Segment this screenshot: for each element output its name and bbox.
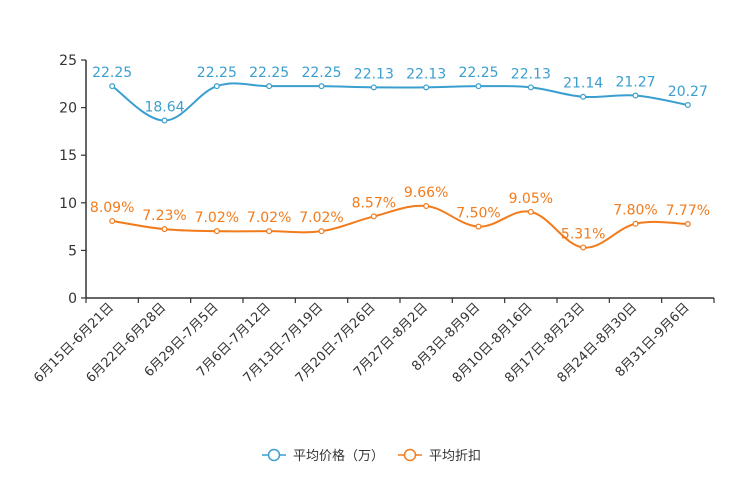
series-0-point-3 xyxy=(266,83,273,90)
series-1-point-11 xyxy=(684,221,691,228)
series-1-data-label-4: 7.02% xyxy=(299,210,343,226)
series-0-point-2 xyxy=(213,83,220,90)
series-0-data-label-4: 22.25 xyxy=(301,65,341,81)
legend-series-1-marker[interactable] xyxy=(403,448,417,462)
y-tick-label-1: 5 xyxy=(68,243,77,259)
y-tick-label-4: 20 xyxy=(59,101,77,117)
series-0-point-0 xyxy=(109,83,116,90)
series-1-point-1 xyxy=(161,226,168,233)
series-1-data-label-1: 7.23% xyxy=(142,208,186,224)
series-0-data-label-8: 22.13 xyxy=(511,66,551,82)
series-1-data-label-9: 5.31% xyxy=(561,226,605,242)
y-tick-label-5: 25 xyxy=(59,53,77,69)
series-0-data-label-0: 22.25 xyxy=(92,65,132,81)
series-1-point-2 xyxy=(213,228,220,235)
series-0-data-label-2: 22.25 xyxy=(197,65,237,81)
series-0-point-11 xyxy=(684,102,691,109)
series-0-point-10 xyxy=(632,92,639,99)
series-1-data-label-2: 7.02% xyxy=(195,210,239,226)
series-0-data-label-9: 21.14 xyxy=(563,76,603,92)
series-0-point-7 xyxy=(475,83,482,90)
y-tick-label-3: 15 xyxy=(59,148,77,164)
series-0-point-1 xyxy=(161,117,168,124)
series-1-data-label-8: 9.05% xyxy=(509,191,553,207)
legend-series-0-marker[interactable] xyxy=(267,448,281,462)
series-1-point-5 xyxy=(370,213,377,220)
series-0-data-label-11: 20.27 xyxy=(668,84,708,100)
legend-series-1-label[interactable]: 平均折扣 xyxy=(429,449,481,464)
series-1-data-label-5: 8.57% xyxy=(352,195,396,211)
series-1-data-label-10: 7.80% xyxy=(613,203,657,219)
series-0-point-9 xyxy=(580,93,587,100)
series-1-data-label-6: 9.66% xyxy=(404,185,448,201)
series-1-data-label-7: 7.50% xyxy=(456,206,500,222)
series-1-point-9 xyxy=(580,244,587,251)
series-0-data-label-6: 22.13 xyxy=(406,66,446,82)
series-0-point-8 xyxy=(527,84,534,91)
series-1-point-3 xyxy=(266,228,273,235)
series-1-point-8 xyxy=(527,208,534,215)
series-0-point-4 xyxy=(318,83,325,90)
series-1-point-4 xyxy=(318,228,325,235)
series-1-point-0 xyxy=(109,217,116,224)
series-0-data-label-10: 21.27 xyxy=(615,75,655,91)
series-0-point-6 xyxy=(423,84,430,91)
series-1-data-label-11: 7.77% xyxy=(666,203,710,219)
series-0-data-label-7: 22.25 xyxy=(458,65,498,81)
series-1-data-label-0: 8.09% xyxy=(90,200,134,216)
series-1-point-10 xyxy=(632,220,639,227)
series-0-point-5 xyxy=(370,84,377,91)
series-0-data-label-5: 22.13 xyxy=(354,66,394,82)
series-0-data-label-3: 22.25 xyxy=(249,65,289,81)
y-tick-label-0: 0 xyxy=(68,291,77,307)
series-1-point-6 xyxy=(423,203,430,210)
series-0-data-label-1: 18.64 xyxy=(144,100,184,116)
series-1-data-label-3: 7.02% xyxy=(247,210,291,226)
series-1-point-7 xyxy=(475,223,482,230)
legend-series-0-label[interactable]: 平均价格（万） xyxy=(293,448,384,464)
y-tick-label-2: 10 xyxy=(59,196,77,212)
